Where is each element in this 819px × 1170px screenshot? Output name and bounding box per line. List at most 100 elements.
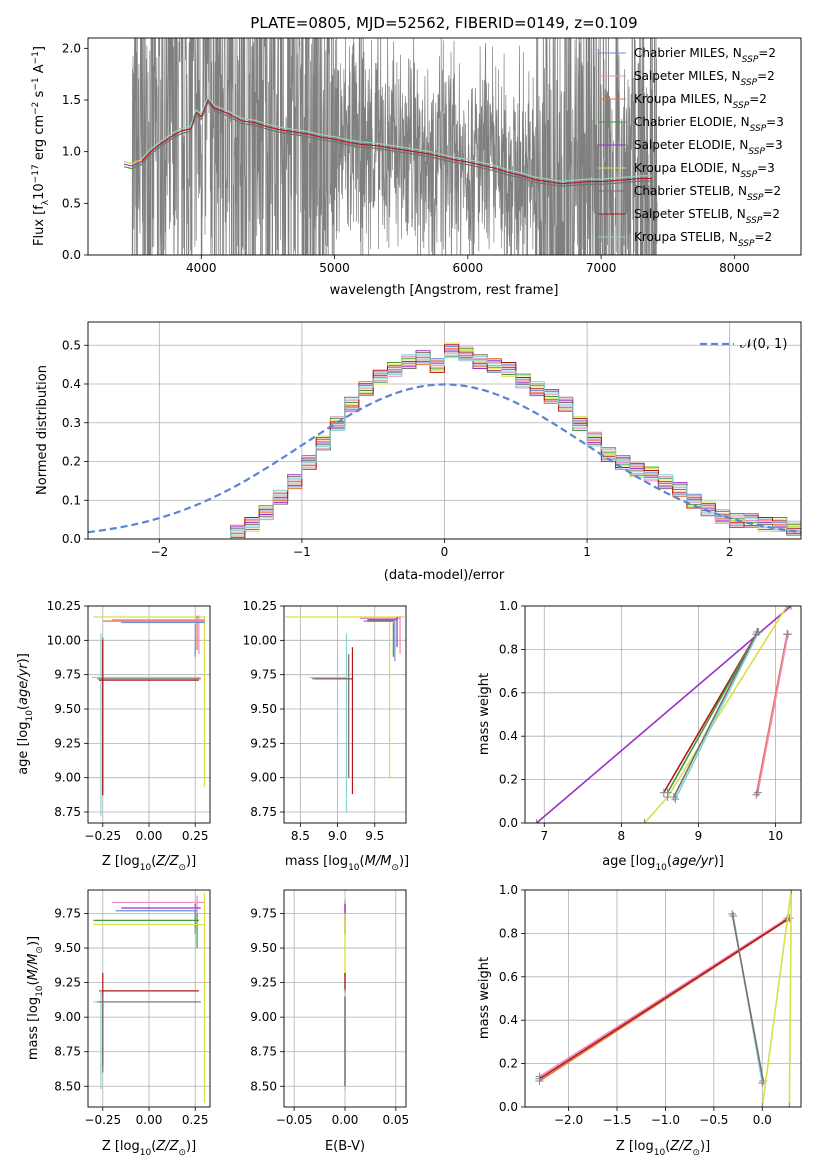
x-axis-label: age [log10(age/yr)] — [602, 854, 724, 873]
legend-label-part: Kroupa STELIB, N — [634, 230, 738, 244]
x-axis-label-part: 10 — [348, 863, 360, 873]
y-axis-label: age [log10(age/yr)] — [16, 653, 35, 775]
weight-marker — [753, 788, 762, 797]
weight-marker — [532, 819, 541, 823]
x-axis-label-part: ( — [665, 1139, 670, 1154]
legend-label-part: SSP — [750, 124, 767, 134]
tick-label-y: 9.25 — [250, 976, 277, 990]
weight-marker — [535, 1074, 544, 1083]
weight-marker — [671, 795, 680, 804]
tick-label-y: 10.00 — [243, 633, 277, 647]
tick-label-x: 9.0 — [328, 829, 347, 843]
tick-label-x: 0.25 — [182, 829, 209, 843]
tick-label-y: 0.6 — [499, 970, 518, 984]
tick-label-y: 8.75 — [54, 1045, 81, 1059]
x-axis-label-part: )] — [186, 1139, 196, 1154]
tick-label-x: 0.05 — [382, 1113, 409, 1127]
mass-age-chart-plot-area — [285, 615, 405, 813]
tick-label-x: 9 — [695, 829, 703, 843]
y-axis-label-part: erg cm — [32, 115, 47, 164]
y-axis-label-part: λ — [41, 199, 51, 205]
y-axis-label-part: Flux [f — [32, 205, 47, 246]
x-axis-label: wavelength [Angstrom, rest frame] — [330, 283, 559, 298]
legend-label: 𝒩(0, 1) — [740, 337, 787, 352]
weight-line — [673, 631, 758, 798]
legend-label-part: SSP — [747, 193, 764, 203]
tick-label-x: 4000 — [186, 261, 217, 275]
tick-label-y: 0.2 — [499, 773, 518, 787]
tick-label-y: 10.25 — [243, 599, 277, 613]
tick-label-y: 0.6 — [499, 686, 518, 700]
x-axis-label: Z [log10(Z/Z⊙)] — [102, 1139, 196, 1158]
legend-label-part: =2 — [757, 69, 775, 83]
weight-marker — [640, 819, 649, 823]
tick-label-y: 0.0 — [62, 248, 81, 262]
x-axis-label-part: Z [log — [616, 1139, 654, 1154]
x-axis-label-part: Z/Z — [669, 1139, 693, 1154]
x-axis-label-part: ( — [360, 854, 365, 869]
x-axis-label-part: 10 — [655, 863, 667, 873]
tick-label-x: −2 — [150, 545, 168, 559]
y-axis-label-part: −17 — [31, 164, 41, 183]
legend-label-part: =3 — [757, 161, 775, 175]
x-axis-label-part: Z [log — [102, 1139, 140, 1154]
x-axis-label-part: )] — [700, 1139, 710, 1154]
legend-label-part: Kroupa ELODIE, N — [634, 161, 741, 175]
legend-label-part: SSP — [741, 170, 758, 180]
weight-line — [755, 634, 788, 795]
x-axis-label-part: )] — [714, 854, 724, 869]
tick-label-y: 0.5 — [62, 338, 81, 352]
tick-label-y: 8.50 — [250, 1079, 277, 1093]
tick-label-y: 1.5 — [62, 93, 81, 107]
weight-line — [757, 634, 789, 793]
legend-label-part: SSP — [742, 55, 759, 65]
tick-label-y: 9.00 — [250, 771, 277, 785]
tick-label-y: 8.75 — [54, 805, 81, 819]
x-axis-label-part: ⊙ — [178, 863, 186, 873]
observed-spectrum — [131, 38, 658, 255]
y-axis-label-part: ] — [32, 46, 47, 51]
weight-marker — [758, 1103, 767, 1107]
tick-label-y: 0.1 — [62, 493, 81, 507]
tick-label-y: 9.75 — [250, 906, 277, 920]
spectrum-chart: 4000 5000 6000 7000 8000 0.0 0.5 1.0 1.5 2.0 wavel… — [31, 37, 802, 298]
tick-label-y: 0.2 — [62, 455, 81, 469]
figure-title: PLATE=0805, MJD=52562, FIBERID=0149, z=0… — [250, 14, 637, 32]
tick-label-x: 2 — [726, 545, 734, 559]
weight-line — [539, 917, 790, 1080]
tick-label-x: 8.5 — [291, 829, 310, 843]
tick-label-y: 1.0 — [62, 145, 81, 159]
legend-label: Chabrier MILES, NSSP=2 — [634, 46, 776, 65]
tick-label-y: 0.8 — [499, 642, 518, 656]
legend-label-part: Chabrier ELODIE, N — [634, 115, 750, 129]
spectrum-chart-plot-area — [123, 38, 658, 255]
tick-label-y: 10.00 — [47, 633, 81, 647]
x-axis-label: Z [log10(Z/Z⊙)] — [102, 854, 196, 873]
legend-label-part: =2 — [764, 184, 782, 198]
x-axis-label-part: ( — [151, 1139, 156, 1154]
x-axis-label-part: Z/Z — [155, 1139, 179, 1154]
tick-label-x: 0.25 — [182, 1113, 209, 1127]
weight-age-chart-plot-area — [532, 606, 795, 823]
tick-label-y: 9.25 — [54, 736, 81, 750]
y-axis-label-part: mass [log — [26, 997, 41, 1060]
tick-label-x: 7 — [540, 829, 548, 843]
x-axis-label-part: ⊙ — [178, 1148, 186, 1158]
residual-chart: −2 −1 0 1 2 0.0 0.1 0.2 0.3 0.4 0.5 𝒩(0, 1) (data-mo… — [35, 321, 802, 583]
weight-line — [731, 913, 764, 1082]
weight-line — [761, 890, 793, 1107]
tick-label-y: 9.75 — [54, 906, 81, 920]
tick-label-y: 0.0 — [499, 1100, 518, 1114]
tick-label-x: 10 — [768, 829, 783, 843]
residual-chart-plot-area — [88, 342, 801, 539]
tick-label-x: 0.0 — [753, 1113, 772, 1127]
weight-marker — [783, 606, 792, 610]
weight-marker — [786, 606, 795, 610]
legend-label-part: =3 — [765, 138, 783, 152]
x-axis-label-part: age [log — [602, 854, 655, 869]
tick-label-x: 0.00 — [136, 829, 163, 843]
model-spectrum-salpeter-stelib — [140, 99, 652, 185]
tick-label-x: 0 — [441, 545, 449, 559]
tick-label-y: 0.2 — [499, 1057, 518, 1071]
